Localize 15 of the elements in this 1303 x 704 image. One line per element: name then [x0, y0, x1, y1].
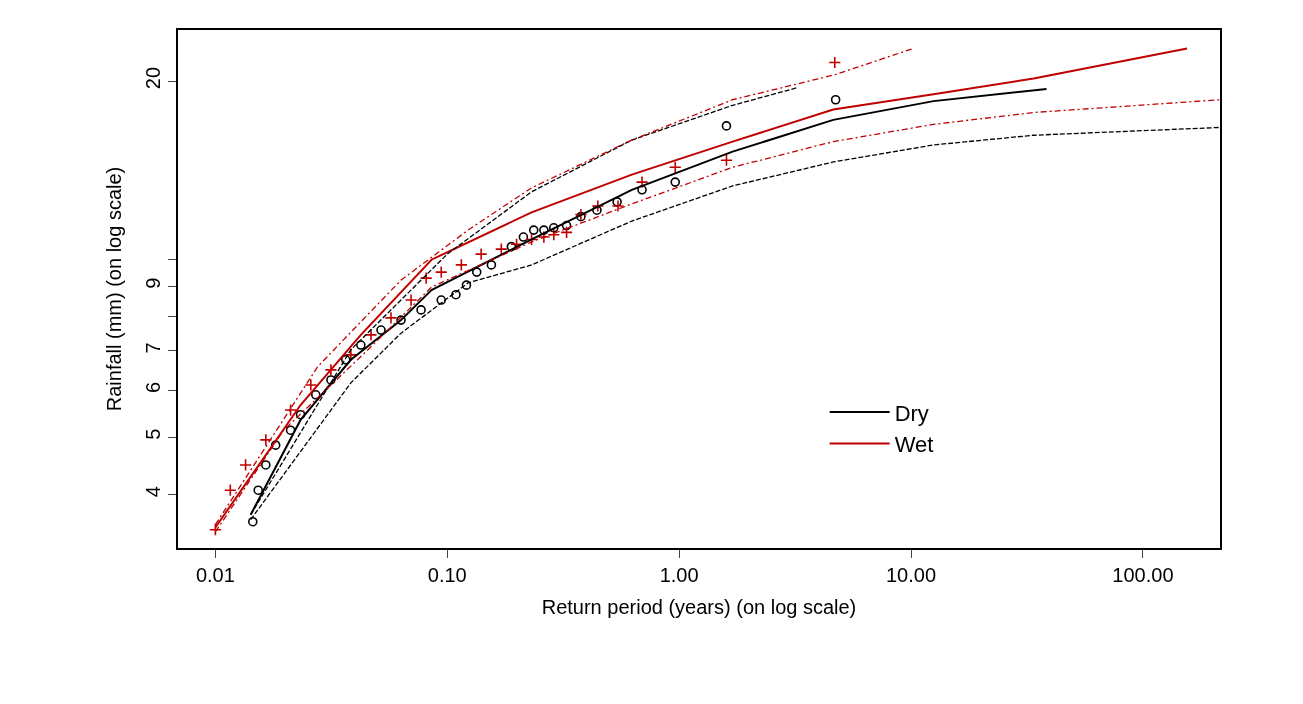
- x-tick-label: 10.00: [886, 563, 937, 586]
- legend-label: Wet: [894, 432, 934, 458]
- y-tick-label: 9: [142, 277, 165, 289]
- x-tick-label: 1.00: [659, 563, 699, 586]
- legend-label: Dry: [894, 400, 929, 426]
- x-tick-label: 0.01: [195, 563, 235, 586]
- y-tick-label: 6: [142, 381, 165, 394]
- x-tick-label: 100.00: [1112, 563, 1174, 586]
- y-tick-label: 7: [142, 342, 165, 354]
- x-axis-title: Return period (years) (on log scale): [541, 595, 857, 618]
- y-tick-label: 20: [142, 66, 165, 90]
- y-tick-label: 4: [142, 486, 165, 498]
- y-tick-label: 5: [142, 428, 165, 440]
- y-axis-title: Rainfall (mm) (on log scale): [103, 166, 126, 412]
- x-tick-label: 0.10: [427, 563, 467, 586]
